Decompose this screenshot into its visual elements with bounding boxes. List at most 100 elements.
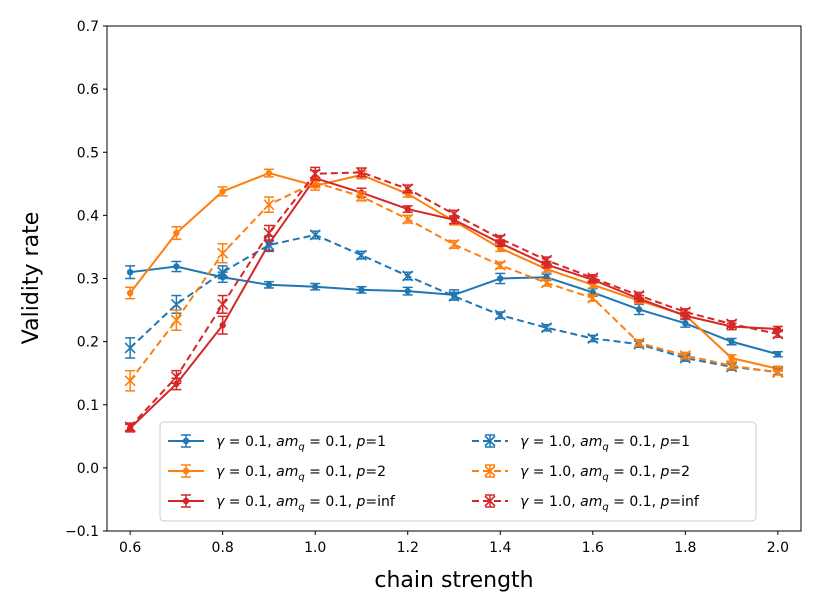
legend-p-value: 2 xyxy=(681,464,690,480)
data-point xyxy=(728,338,735,345)
legend-p-value: inf xyxy=(681,494,700,510)
data-point xyxy=(309,168,321,180)
data-point xyxy=(772,366,784,379)
legend-label: γ = 1.0, amq = 0.1, p=2 xyxy=(520,464,690,483)
data-point xyxy=(263,199,275,211)
legend: γ = 0.1, amq = 0.1, p=1 γ = 0.1, amq = 0.… xyxy=(159,421,757,522)
data-point xyxy=(124,342,136,354)
x-axis-title: chain strength xyxy=(374,568,533,593)
data-point xyxy=(404,205,411,213)
data-point xyxy=(540,322,553,334)
legend-amq-value: 0.1 xyxy=(629,434,651,450)
y-axis-title: Validity rate xyxy=(19,212,44,344)
series-5 xyxy=(124,176,784,392)
data-point xyxy=(774,351,782,358)
data-point xyxy=(124,421,136,433)
legend-label: γ = 1.0, amq = 0.1, p=inf xyxy=(520,494,700,513)
data-point xyxy=(726,360,738,372)
data-point xyxy=(448,208,460,220)
y-tick-label: 0.1 xyxy=(77,398,99,414)
data-point xyxy=(587,272,599,284)
data-point xyxy=(448,290,460,302)
data-point xyxy=(355,166,368,179)
data-point xyxy=(589,289,596,296)
legend-label: γ = 1.0, amq = 0.1, p=1 xyxy=(520,434,690,453)
series-line xyxy=(129,233,778,373)
data-point xyxy=(309,176,321,189)
data-point xyxy=(263,227,275,239)
legend-gamma-value: 0.1 xyxy=(245,494,267,510)
data-point xyxy=(219,188,226,195)
data-point xyxy=(126,268,134,276)
legend-p-value: 1 xyxy=(681,434,690,450)
data-point xyxy=(170,371,182,383)
data-point xyxy=(170,314,182,326)
y-tick-label: 0.6 xyxy=(77,82,99,98)
y-tick-label: 0.5 xyxy=(77,145,99,161)
data-point xyxy=(219,322,226,329)
legend-marker xyxy=(484,465,496,477)
x-tick-label: 1.4 xyxy=(489,540,511,556)
data-point xyxy=(402,183,414,195)
data-point xyxy=(587,332,599,345)
legend-marker xyxy=(182,497,190,505)
x-tick-label: 0.6 xyxy=(119,540,141,556)
data-point xyxy=(494,259,506,271)
legend-label: γ = 0.1, amq = 0.1, p=1 xyxy=(216,434,386,453)
legend-item: γ = 1.0, amq = 0.1, p=1 xyxy=(472,434,690,453)
data-point xyxy=(497,275,504,282)
data-point xyxy=(312,283,319,290)
legend-amq-value: 0.1 xyxy=(325,494,347,510)
legend-item: γ = 1.0, amq = 0.1, p=2 xyxy=(472,464,690,483)
legend-gamma-value: 0.1 xyxy=(245,434,267,450)
data-point xyxy=(170,298,182,310)
data-point xyxy=(402,270,414,282)
data-point xyxy=(494,309,506,321)
data-point xyxy=(126,289,134,297)
data-point xyxy=(358,286,365,294)
x-tick-label: 1.2 xyxy=(397,540,419,556)
x-tick-label: 1.8 xyxy=(674,540,696,556)
legend-label: γ = 0.1, amq = 0.1, p=2 xyxy=(216,464,386,483)
y-axis: −0.1 0.0 0.1 0.2 0.3 0.4 0.5 0.6 0.7 xyxy=(65,19,107,540)
data-point xyxy=(543,274,550,281)
data-point xyxy=(540,254,553,266)
legend-amq-value: 0.1 xyxy=(325,434,347,450)
legend-label: γ = 0.1, amq = 0.1, p=inf xyxy=(216,494,396,513)
data-point xyxy=(217,247,229,259)
data-point xyxy=(726,318,738,330)
data-point xyxy=(679,349,691,362)
data-point xyxy=(355,249,368,261)
data-point xyxy=(309,229,321,241)
data-point xyxy=(679,306,691,318)
plot-area xyxy=(124,166,784,433)
legend-amq-value: 0.1 xyxy=(629,464,651,480)
data-point xyxy=(587,292,599,304)
data-point xyxy=(173,263,180,270)
data-point xyxy=(355,190,368,203)
legend-gamma-value: 1.0 xyxy=(549,464,571,480)
x-tick-label: 0.8 xyxy=(212,540,234,556)
data-point xyxy=(217,298,229,310)
x-tick-label: 1.0 xyxy=(304,540,326,556)
y-tick-label: 0.3 xyxy=(77,272,99,288)
legend-gamma-value: 1.0 xyxy=(549,434,571,450)
data-point xyxy=(633,289,645,302)
data-point xyxy=(635,306,643,313)
y-tick-label: 0.7 xyxy=(77,19,99,35)
data-point xyxy=(124,375,136,387)
x-tick-label: 1.6 xyxy=(582,540,604,556)
data-point xyxy=(217,266,229,278)
legend-box xyxy=(159,421,757,522)
data-point xyxy=(265,169,273,177)
legend-p-value: 2 xyxy=(377,464,386,480)
data-point xyxy=(728,354,735,362)
data-point xyxy=(633,337,645,349)
y-tick-label: 0.4 xyxy=(77,208,99,224)
legend-amq-value: 0.1 xyxy=(325,464,347,480)
legend-marker xyxy=(484,435,496,447)
data-point xyxy=(173,229,180,237)
legend-item: γ = 0.1, amq = 0.1, p=2 xyxy=(168,464,386,483)
